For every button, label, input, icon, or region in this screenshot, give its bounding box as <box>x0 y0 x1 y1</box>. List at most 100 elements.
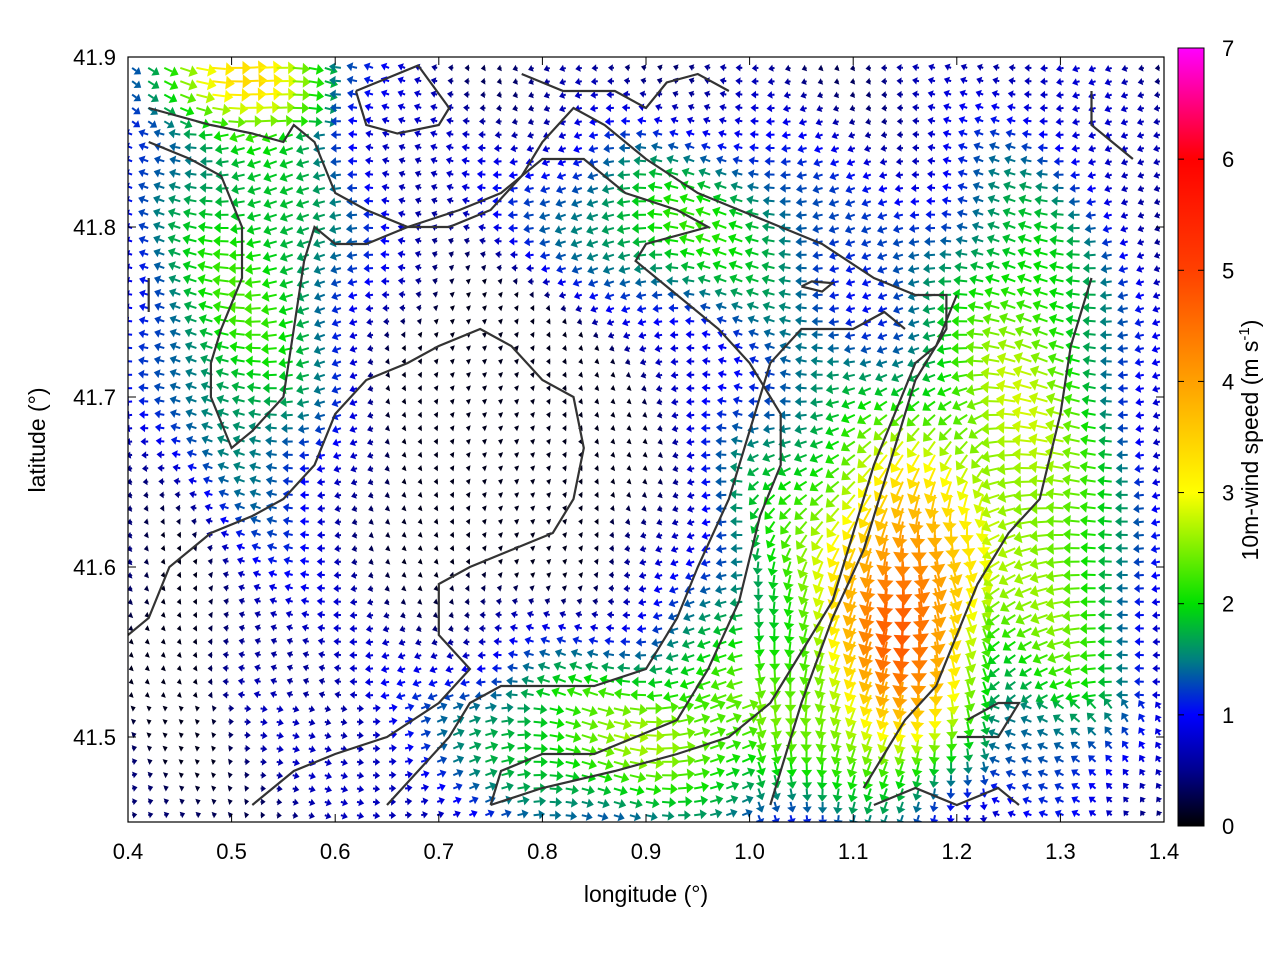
wind-arrow <box>878 774 890 790</box>
wind-arrow <box>814 694 827 713</box>
wind-arrow <box>988 667 1000 677</box>
wind-arrow <box>420 742 431 752</box>
wind-arrow <box>581 811 593 821</box>
wind-arrows <box>128 60 1163 822</box>
wind-arrow <box>194 772 200 779</box>
wind-arrow <box>913 814 922 822</box>
wind-arrow <box>356 771 365 780</box>
wind-arrow <box>462 638 470 646</box>
wind-arrow <box>464 611 470 619</box>
wind-arrow <box>1134 650 1144 660</box>
wind-arrow <box>1105 768 1113 776</box>
wind-arrow <box>694 692 711 704</box>
wind-arrow <box>475 678 486 687</box>
wind-arrow <box>480 585 486 592</box>
wind-arrow <box>340 772 348 780</box>
wind-arrow <box>469 728 482 738</box>
wind-arrow <box>798 601 810 619</box>
wind-arrow <box>128 678 134 685</box>
wind-arrow <box>459 691 470 701</box>
wind-arrow <box>755 708 767 726</box>
wind-arrow <box>222 651 229 659</box>
wind-arrow <box>254 677 261 685</box>
wind-arrow <box>861 748 873 766</box>
wind-arrow <box>787 801 797 813</box>
wind-arrow <box>194 759 200 765</box>
wind-arrow <box>464 598 470 606</box>
wind-arrow <box>260 785 266 792</box>
wind-arrow <box>318 691 326 699</box>
wind-arrow <box>1087 741 1097 750</box>
wind-arrow <box>678 796 693 807</box>
x-tick-label: 1.3 <box>1045 839 1076 864</box>
wind-arrow <box>565 705 582 717</box>
wind-arrow <box>786 775 797 789</box>
wind-arrow <box>694 795 709 806</box>
wind-arrow <box>1098 596 1112 607</box>
wind-arrow <box>832 788 843 802</box>
wind-arrow <box>979 774 989 786</box>
wind-arrow <box>207 678 213 686</box>
wind-arrow <box>146 705 152 712</box>
wind-arrow <box>1035 693 1048 703</box>
wind-arrow <box>964 628 977 647</box>
wind-arrow <box>964 668 976 686</box>
wind-arrow <box>501 809 512 818</box>
wind-arrow <box>349 651 357 660</box>
wind-arrow <box>1088 769 1097 777</box>
wind-arrow <box>754 668 766 685</box>
wind-arrow <box>501 782 514 792</box>
wind-arrow <box>276 718 284 727</box>
wind-arrow <box>404 797 413 806</box>
wind-arrow <box>222 638 229 646</box>
wind-arrow <box>286 691 294 698</box>
wind-arrow <box>709 740 726 751</box>
wind-arrow <box>645 743 665 756</box>
wind-arrow <box>662 769 680 782</box>
wind-arrow <box>223 584 229 592</box>
wind-arrow <box>372 758 381 766</box>
colorbar-tick-label: 2 <box>1222 592 1234 617</box>
wind-arrow <box>366 611 374 620</box>
wind-arrow <box>755 774 766 789</box>
wind-arrow <box>144 625 150 632</box>
wind-arrow <box>1005 755 1016 765</box>
wind-arrow <box>238 651 245 659</box>
wind-arrow <box>711 652 727 663</box>
wind-arrow <box>586 649 599 659</box>
wind-arrow <box>771 801 781 813</box>
wind-arrow <box>420 783 429 792</box>
wind-arrow <box>530 572 536 579</box>
wind-arrow <box>1138 740 1146 750</box>
wind-arrow <box>128 598 133 605</box>
wind-arrow <box>963 815 972 822</box>
wind-arrow <box>846 761 858 778</box>
wind-arrow <box>543 610 551 618</box>
wind-arrow <box>812 587 825 608</box>
wind-arrow <box>176 691 182 698</box>
wind-arrow <box>452 796 462 805</box>
wind-arrow <box>662 728 681 741</box>
wind-arrow <box>980 694 991 709</box>
y-tick-label: 41.7 <box>73 385 116 410</box>
wind-arrow <box>147 758 153 765</box>
wind-arrow <box>1064 678 1080 690</box>
wind-arrow <box>602 649 615 659</box>
wind-arrow <box>270 664 278 672</box>
wind-arrow <box>1006 783 1016 792</box>
wind-arrow <box>176 651 182 658</box>
wind-arrow <box>727 638 743 649</box>
wind-arrow <box>713 625 727 636</box>
wind-arrow <box>662 797 677 808</box>
wind-arrow <box>160 678 166 685</box>
wind-arrow <box>452 741 465 751</box>
wind-arrow <box>1029 585 1048 598</box>
wind-arrow <box>576 598 583 605</box>
y-tick-label: 41.6 <box>73 555 116 580</box>
wind-arrow <box>383 612 390 619</box>
wind-arrow <box>1017 640 1032 651</box>
wind-arrow <box>618 650 630 660</box>
wind-arrow <box>367 585 374 592</box>
wind-arrow <box>755 814 765 822</box>
wind-arrow <box>382 625 390 633</box>
